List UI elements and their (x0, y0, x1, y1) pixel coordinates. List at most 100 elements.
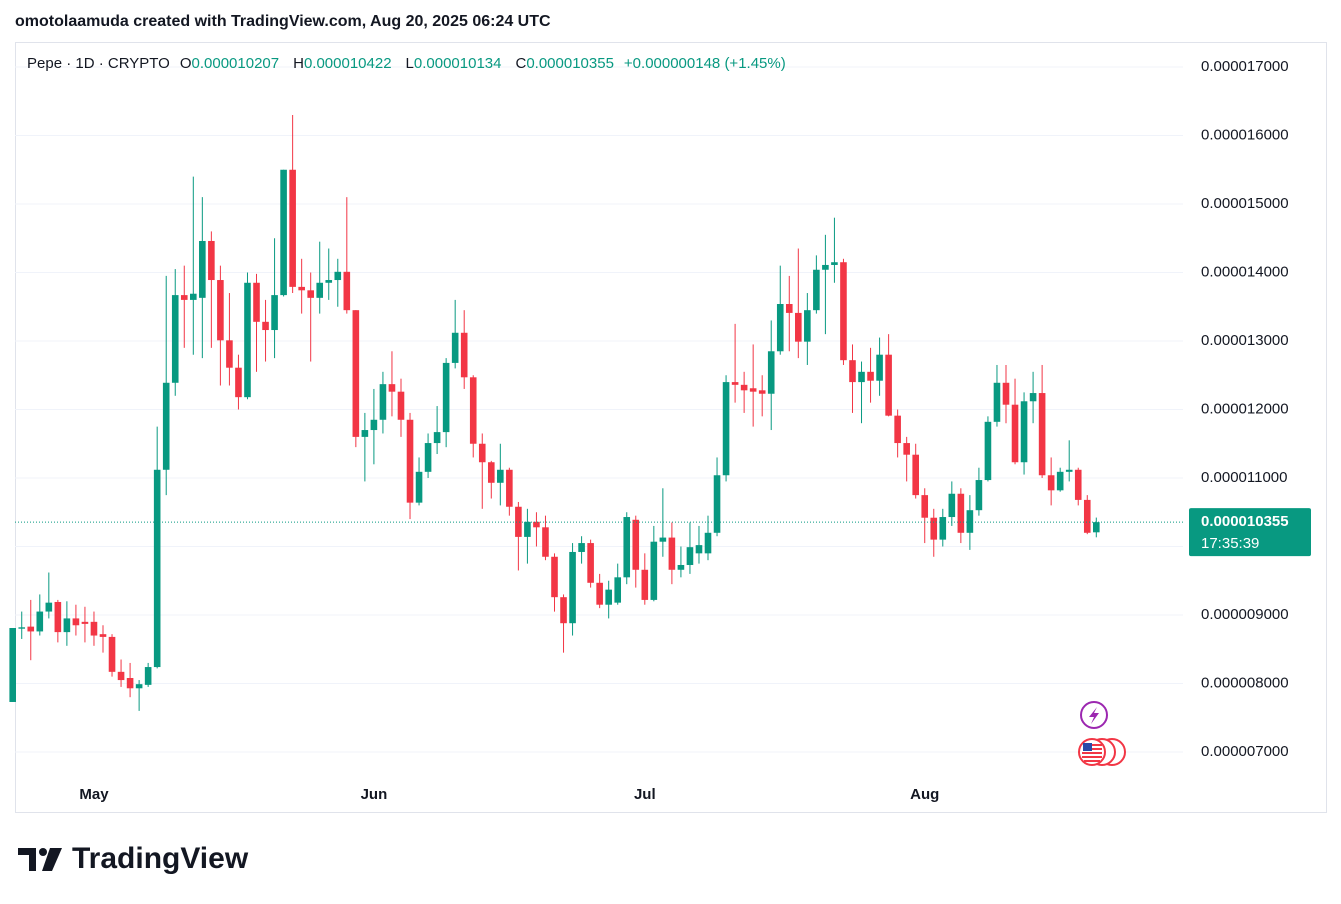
candle-body (361, 430, 369, 437)
candle-body (795, 312, 802, 342)
candle-body (117, 671, 125, 681)
candle-body (885, 354, 892, 416)
candle-body (199, 240, 206, 298)
candle-body (352, 310, 360, 437)
event-icons (1078, 701, 1126, 766)
candle-body (18, 627, 26, 629)
candle-body (668, 537, 676, 570)
candle-body (731, 382, 739, 385)
last-price-label: 0.000010355 (1201, 513, 1289, 530)
ohlc-value: 0.000010422 (304, 55, 392, 72)
candle-body (704, 532, 712, 554)
candle-body (569, 551, 576, 624)
candle-body (469, 377, 477, 444)
candle-body (63, 618, 71, 633)
candle-body (560, 597, 567, 624)
y-tick-label: 0.000007000 (1201, 743, 1289, 760)
symbol-title: Pepe · 1D · CRYPTO (27, 55, 170, 72)
candle-body (1093, 522, 1100, 533)
candle-body (749, 388, 757, 392)
candle-body (307, 290, 314, 298)
candle-body (858, 371, 865, 383)
candle-body (190, 293, 197, 300)
candle-body (506, 469, 513, 507)
candle-body (271, 295, 278, 331)
candle-body (208, 240, 215, 281)
candle-body (45, 602, 53, 612)
candle-body (162, 382, 170, 470)
candle-body (605, 589, 612, 605)
candles-layer (9, 114, 1183, 711)
candle-body (804, 310, 811, 342)
candle-body (1038, 393, 1046, 476)
candle-body (939, 517, 947, 540)
ohlc-key: O (180, 55, 192, 72)
ohlc-value: 0.000010355 (526, 55, 614, 72)
y-tick-label: 0.000008000 (1201, 674, 1289, 691)
candle-body (533, 521, 540, 528)
candle-body (776, 304, 784, 352)
y-tick-label: 0.000012000 (1201, 400, 1289, 417)
symbol-legend: Pepe · 1D · CRYPTO O0.000010207 H0.0000104… (27, 55, 786, 72)
candle-body (831, 262, 838, 265)
candle-body (641, 569, 649, 600)
candle-body (262, 321, 269, 331)
candle-body (379, 384, 387, 420)
candle-body (876, 354, 883, 381)
candle-body (81, 621, 89, 624)
candle-body (1074, 469, 1082, 500)
candle-body (677, 564, 685, 570)
candle-body (578, 543, 585, 552)
candle-body (659, 537, 667, 542)
candle-body (623, 517, 631, 578)
candle-body (27, 626, 35, 632)
candle-body (867, 371, 874, 381)
ohlc-key: H (293, 55, 304, 72)
candle-body (72, 618, 80, 626)
candle-body (948, 493, 956, 518)
candle-body (713, 475, 721, 533)
candle-body (1056, 471, 1064, 491)
y-tick-label: 0.000015000 (1201, 195, 1289, 212)
logo-mark (42, 848, 62, 871)
grid-layer (15, 66, 1183, 753)
candle-body (1047, 475, 1055, 491)
candle-body (695, 545, 703, 554)
candle-body (54, 601, 62, 633)
y-tick-label: 0.000017000 (1201, 58, 1289, 75)
candle-body (343, 271, 351, 311)
candle-body (298, 286, 305, 291)
candle-body (650, 541, 658, 600)
chart-frame (15, 42, 1327, 813)
candle-body (289, 169, 296, 287)
x-tick-label: Jul (634, 786, 656, 803)
logo-mark (18, 848, 36, 871)
candle-body (957, 493, 965, 533)
candle-body (614, 577, 622, 603)
candle-body (975, 480, 983, 511)
candle-body (90, 621, 98, 636)
ohlc-value: 0.000010207 (192, 55, 280, 72)
candle-body (542, 527, 549, 557)
candle-body (921, 495, 929, 518)
candle-body (912, 454, 919, 496)
candle-body (487, 462, 495, 483)
change-value: +0.000000148 (+1.45%) (624, 55, 786, 72)
x-tick-label: Jun (361, 786, 388, 803)
candle-body (424, 443, 432, 472)
flag-canton (1083, 743, 1092, 751)
candle-body (515, 506, 522, 537)
candle-body (813, 269, 820, 311)
candle-body (1002, 382, 1010, 405)
candle-body (993, 382, 1001, 422)
logo-text: TradingView (72, 842, 249, 875)
candle-body (144, 667, 152, 685)
candle-body (551, 556, 558, 598)
candle-body (849, 360, 856, 383)
lightning (1089, 707, 1099, 724)
candle-body (894, 415, 901, 444)
candle-body (442, 362, 450, 433)
candle-body (226, 340, 233, 368)
candle-body (171, 295, 179, 383)
